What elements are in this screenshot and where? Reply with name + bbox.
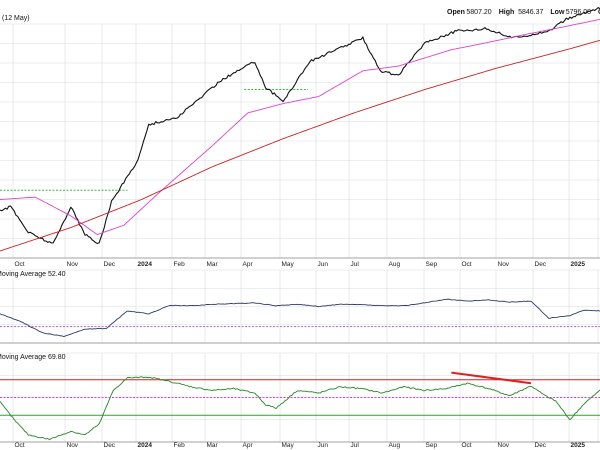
x-tick-label: Aug (389, 261, 401, 268)
ohlc-low-value: 5796.08 (566, 9, 591, 16)
x-tick-label: Dec (535, 442, 547, 449)
x-tick-label: May (282, 442, 295, 449)
x-tick-label: Feb (174, 261, 186, 268)
x-tick-label: Oct (15, 442, 25, 449)
header-bar: (12 May) Open 5807.20 High 5846.37 Low 5796.0… (2, 9, 600, 22)
x-tick-label: Sep (426, 261, 438, 268)
series-indicator (0, 298, 600, 338)
x-axes: Oct Nov Dec 2024 Feb Mar Apr May Jun Jul Aug Sep Oct… (15, 261, 600, 449)
x-tick-label: Jul (351, 261, 360, 268)
ohlc-high-label: High (499, 9, 515, 16)
x-tick-label: Nov (67, 261, 79, 268)
x-tick-label: 2024 (138, 442, 153, 449)
ohlc-high-value: 5846.37 (518, 9, 543, 16)
panel-rsi-panel: Moving Average 69.80 (0, 352, 600, 443)
panel-label-rsi-panel: Moving Average 69.80 (0, 354, 66, 361)
x-tick-label: Apr (243, 261, 254, 268)
x-tick-label: Mar (207, 442, 219, 449)
x-tick-label: Dec (535, 261, 547, 268)
x-tick-label: Aug (389, 442, 401, 449)
ohlc-open-value: 5807.20 (466, 9, 491, 16)
x-tick-label: Jun (318, 442, 329, 449)
x-tick-label: Jul (351, 442, 360, 449)
x-tick-label: Nov (67, 442, 79, 449)
gridlines (0, 269, 600, 344)
x-tick-label: Dec (104, 261, 116, 268)
x-tick-label: Nov (498, 442, 510, 449)
x-tick-label: May (282, 261, 295, 268)
panel-label-ma-panel: Moving Average 52.40 (0, 271, 66, 278)
panel-ma-panel: Moving Average 52.40 (0, 269, 600, 344)
series-indicator (0, 376, 600, 441)
x-tick-label: Oct (15, 261, 25, 268)
x-tick-label: Mar (207, 261, 219, 268)
series-price (0, 7, 600, 245)
ohlc-close-label: Close (598, 9, 600, 16)
x-tick-label: Sep (426, 442, 438, 449)
header-label: (12 May) (2, 15, 30, 22)
x-axis-0: Oct Nov Dec 2024 Feb Mar Apr May Jun Jul Aug Sep Oct… (15, 261, 600, 268)
trendline-3 (451, 371, 532, 385)
x-tick-label: Nov (498, 261, 510, 268)
x-tick-label: Oct (462, 442, 472, 449)
gridlines (0, 23, 600, 259)
ohlc-open-label: Open (447, 9, 465, 16)
x-tick-label: 2025 (571, 261, 586, 268)
x-tick-label: 2025 (571, 442, 586, 449)
x-tick-label: Dec (104, 442, 116, 449)
x-tick-label: Feb (174, 442, 186, 449)
ohlc-low-label: Low (550, 9, 565, 16)
x-tick-label: Jun (318, 261, 329, 268)
series-ma50 (0, 18, 600, 236)
x-tick-label: 2024 (138, 261, 153, 268)
x-axis-1: Oct Nov Dec 2024 Feb Mar Apr May Jun Jul Aug Sep Oct… (15, 442, 600, 449)
gridlines (0, 352, 600, 443)
panel-price (0, 7, 600, 259)
series-ma200 (0, 39, 600, 252)
x-tick-label: Oct (462, 261, 472, 268)
chart-panels: Moving Average 52.40 Moving Average 69.80 (0, 7, 600, 443)
x-tick-label: Apr (243, 442, 254, 449)
